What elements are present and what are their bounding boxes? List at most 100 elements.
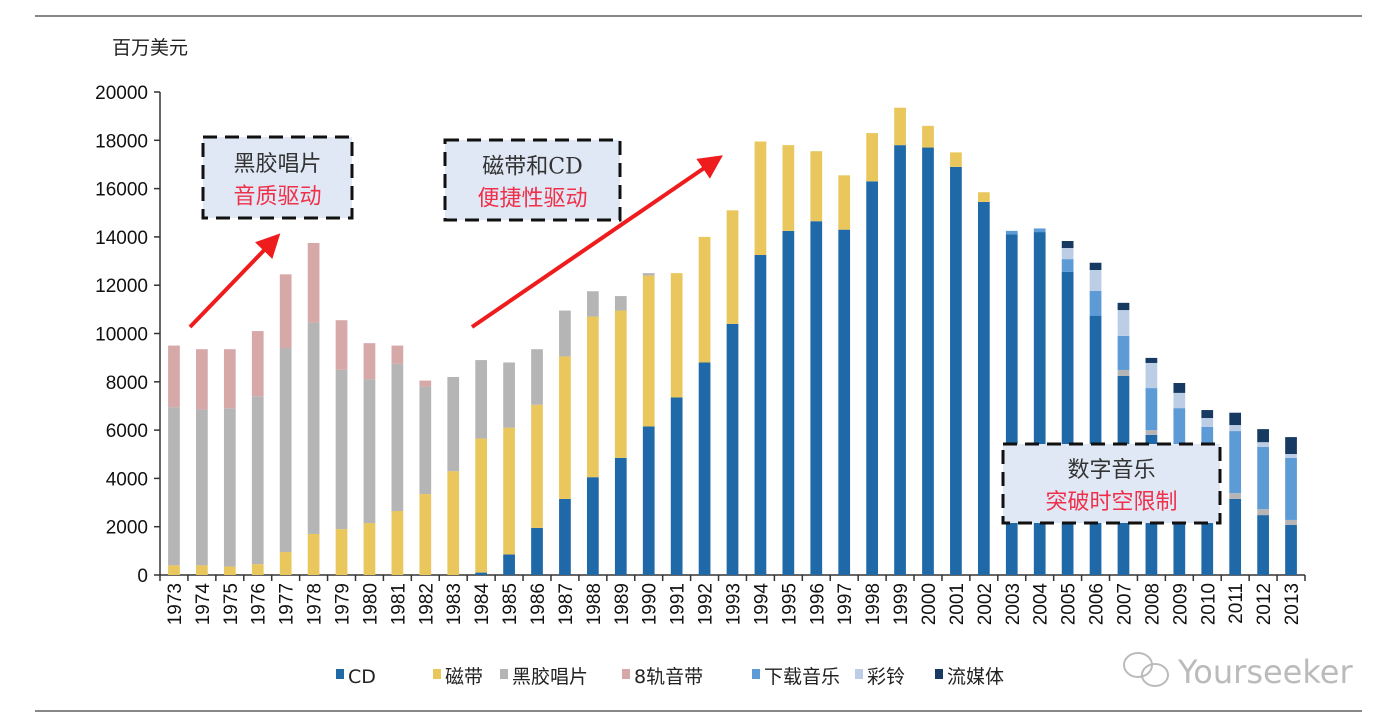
bar-segment-1973 — [168, 407, 180, 566]
bar-segment-1992 — [698, 362, 711, 575]
bar-segment-1986 — [531, 349, 543, 405]
bar-segment-2013 — [1285, 519, 1297, 526]
bar-segment-1984 — [475, 572, 488, 575]
bar-segment-2007 — [1117, 302, 1130, 311]
bar-segment-1978 — [307, 322, 320, 534]
bar-segment-2001 — [950, 166, 962, 576]
x-tick-label: 1990 — [640, 583, 661, 625]
bar-segment-2005 — [1061, 271, 1074, 575]
legend-swatch — [336, 669, 344, 679]
bar-segment-1997 — [838, 175, 851, 230]
bar-segment-1978 — [307, 533, 320, 575]
bar-segment-2010 — [1201, 492, 1214, 575]
bar-segment-1976 — [251, 331, 264, 397]
y-tick-label: 8000 — [106, 373, 148, 394]
bar-segment-1994 — [754, 141, 767, 256]
bar-segment-1986 — [531, 404, 543, 528]
y-tick-label: 4000 — [106, 469, 148, 490]
legend-swatch — [855, 669, 863, 679]
bar-segment-1979 — [335, 529, 348, 575]
x-tick-label: 1997 — [835, 583, 856, 625]
bar-segment-1973 — [168, 345, 180, 408]
bar-segment-1987 — [559, 356, 571, 499]
x-tick-label: 2000 — [919, 583, 940, 625]
x-tick-label: 2008 — [1142, 583, 1163, 625]
x-tick-label: 1991 — [668, 583, 689, 625]
bar-segment-1975 — [223, 349, 236, 409]
y-tick-label: 20000 — [95, 83, 148, 104]
bar-segment-1985 — [503, 554, 515, 575]
bar-segment-1987 — [559, 498, 571, 575]
bar-segment-1991 — [670, 273, 683, 398]
bar-segment-2008 — [1145, 362, 1158, 389]
bar-segment-1981 — [391, 345, 404, 364]
y-tick-label: 16000 — [95, 180, 148, 201]
bar-segment-1992 — [698, 236, 711, 363]
bar-segment-2009 — [1173, 392, 1186, 409]
x-tick-label: 1999 — [891, 583, 912, 625]
bar-segment-2012 — [1257, 442, 1269, 448]
bar-segment-1980 — [363, 523, 376, 575]
bar-segment-1985 — [503, 362, 515, 428]
bar-segment-2012 — [1257, 447, 1269, 510]
x-tick-label: 1978 — [305, 583, 326, 625]
legend-item: 下载音乐 — [752, 666, 840, 688]
y-tick-label: 14000 — [95, 228, 148, 249]
wechat-logo-icon — [1123, 652, 1169, 687]
x-tick-label: 1974 — [193, 583, 214, 626]
legend-item: 流媒体 — [935, 666, 1004, 688]
bar-segment-1990 — [642, 426, 655, 575]
bar-segment-1996 — [810, 151, 823, 222]
bar-segment-2011 — [1229, 425, 1242, 432]
x-tick-label: 1995 — [779, 583, 800, 625]
x-tick-label: 2004 — [1031, 583, 1052, 626]
bar-segment-2010 — [1201, 418, 1214, 427]
bar-segment-1999 — [894, 107, 906, 146]
bar-segment-2008 — [1145, 388, 1158, 431]
bar-segment-2006 — [1089, 262, 1102, 270]
bar-segment-1988 — [587, 316, 599, 478]
bar-segment-1983 — [447, 471, 460, 575]
bar-segment-2012 — [1257, 429, 1269, 443]
bar-segment-2005 — [1061, 241, 1074, 249]
bar-segment-2006 — [1089, 290, 1102, 316]
annotation-subtitle: 便捷性驱动 — [477, 187, 587, 212]
bar-segment-1996 — [810, 221, 823, 575]
legend-label: CD — [348, 666, 376, 688]
bar-segment-2003 — [1005, 230, 1018, 235]
bar-segment-1989 — [614, 457, 627, 575]
x-tick-label: 1983 — [444, 583, 465, 625]
x-tick-label: 2001 — [947, 583, 968, 625]
bar-segment-1997 — [838, 229, 851, 575]
bar-segment-1993 — [726, 210, 739, 324]
y-tick-label: 10000 — [95, 325, 148, 346]
y-tick-label: 0 — [137, 566, 148, 587]
bar-segment-1981 — [391, 363, 404, 512]
bar-segment-2002 — [977, 192, 990, 202]
legend-item: 黑胶唱片 — [500, 666, 588, 688]
bar-segment-2004 — [1033, 232, 1046, 575]
bar-segment-1973 — [168, 565, 180, 575]
x-tick-label: 1989 — [612, 583, 633, 625]
bar-segment-1991 — [670, 397, 683, 575]
bar-segment-1995 — [782, 145, 795, 231]
annotation-title: 数字音乐 — [1067, 458, 1155, 483]
bar-segment-1980 — [363, 343, 376, 380]
bar-segment-2013 — [1285, 525, 1297, 575]
bar-segment-2009 — [1173, 383, 1186, 393]
annotation-title: 磁带和CD — [482, 155, 582, 180]
watermark: Yourseeker — [1123, 652, 1353, 691]
x-tick-label: 2010 — [1198, 583, 1219, 625]
bar-segment-1974 — [196, 409, 208, 566]
bar-segment-2000 — [922, 147, 934, 576]
bar-segment-1984 — [475, 360, 488, 439]
legend-swatch — [752, 669, 760, 679]
bar-segment-2000 — [922, 125, 934, 148]
legend-label: 下载音乐 — [764, 666, 840, 688]
bar-segment-1979 — [335, 320, 348, 370]
x-tick-label: 1979 — [333, 583, 354, 625]
legend-label: 磁带 — [445, 666, 483, 688]
y-tick-label: 12000 — [95, 276, 148, 297]
